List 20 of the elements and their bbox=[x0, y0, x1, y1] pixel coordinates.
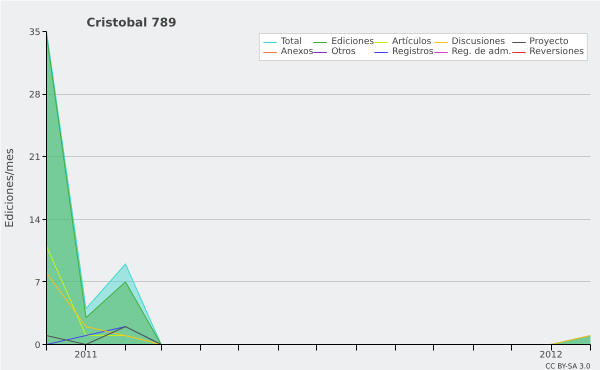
x-tick-label: 2011 bbox=[74, 350, 98, 360]
legend-label: Otros bbox=[331, 47, 356, 57]
y-tick-label: 35 bbox=[29, 28, 40, 38]
legend-label: Artículos bbox=[392, 37, 432, 47]
y-axis-title: Ediciones/mes bbox=[3, 148, 16, 228]
legend-label: Discusiones bbox=[452, 37, 506, 47]
legend-label: Reversiones bbox=[529, 47, 584, 57]
legend-label: Anexos bbox=[280, 47, 314, 57]
chart-title: Cristobal 789 bbox=[86, 16, 176, 30]
y-tick-label: 14 bbox=[29, 216, 41, 226]
legend-label: Proyecto bbox=[529, 37, 569, 47]
legend-label: Registros bbox=[392, 47, 434, 57]
y-tick-label: 21 bbox=[29, 153, 40, 164]
y-tick-label: 0 bbox=[34, 341, 41, 351]
legend-label: Total bbox=[280, 37, 302, 47]
legend-label: Reg. de adm. bbox=[452, 47, 512, 57]
legend-label: Ediciones bbox=[331, 37, 374, 47]
x-tick-label: 2012 bbox=[540, 350, 562, 360]
y-tick-label: 7 bbox=[34, 278, 41, 288]
y-tick-label: 28 bbox=[29, 90, 41, 101]
